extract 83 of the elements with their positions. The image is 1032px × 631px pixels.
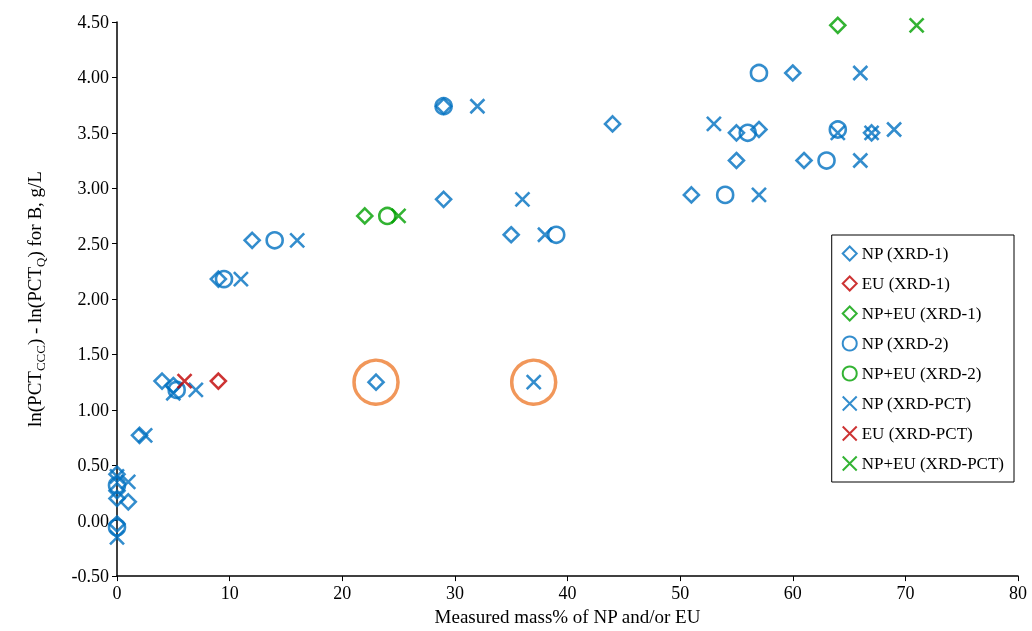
point xyxy=(510,358,558,406)
point xyxy=(727,124,746,142)
y-tick-label: 2.00 xyxy=(77,289,109,310)
x-axis-title: Measured mass% of NP and/or EU xyxy=(434,606,701,627)
point xyxy=(546,225,566,245)
legend-label: NP (XRD-2) xyxy=(861,334,949,353)
y-tick-label: 2.50 xyxy=(77,233,109,254)
y-tick-label: 3.00 xyxy=(77,178,109,199)
point xyxy=(232,270,250,288)
x-tick-label: 70 xyxy=(896,583,915,604)
point xyxy=(130,426,149,445)
point xyxy=(243,231,261,250)
point xyxy=(107,518,127,537)
point xyxy=(187,381,205,399)
point xyxy=(153,372,171,390)
y-tick-label: 0.50 xyxy=(77,455,109,476)
point xyxy=(378,206,397,226)
point xyxy=(108,529,126,546)
point xyxy=(852,152,869,169)
x-tick-label: 50 xyxy=(671,583,690,604)
point xyxy=(352,358,400,406)
legend-label: NP (XRD-1) xyxy=(861,244,949,263)
legend-label: NP+EU (XRD-PCT) xyxy=(861,454,1005,473)
point xyxy=(750,120,768,139)
legend-label: EU (XRD-1) xyxy=(861,274,951,293)
point xyxy=(536,226,554,244)
point xyxy=(682,186,701,204)
point xyxy=(829,16,847,35)
point xyxy=(502,225,520,244)
point xyxy=(795,151,813,170)
point xyxy=(355,207,374,225)
y-tick-label: -0.50 xyxy=(71,566,109,587)
point xyxy=(829,124,847,142)
legend-label: NP+EU (XRD-1) xyxy=(861,304,982,323)
point xyxy=(136,427,154,444)
point xyxy=(817,151,836,170)
legend-label: NP (XRD-PCT) xyxy=(861,394,972,413)
point xyxy=(908,17,925,34)
point xyxy=(885,121,903,138)
point xyxy=(119,493,138,511)
point xyxy=(749,63,769,83)
point xyxy=(715,185,735,205)
point xyxy=(469,97,486,115)
point xyxy=(119,473,137,491)
point xyxy=(390,207,407,225)
point xyxy=(750,186,768,204)
y-tick-label: 1.00 xyxy=(77,399,109,420)
point xyxy=(167,380,186,400)
point xyxy=(209,270,228,288)
x-tick-label: 30 xyxy=(445,583,464,604)
point xyxy=(108,515,126,533)
legend-label: EU (XRD-PCT) xyxy=(861,424,973,443)
point xyxy=(209,372,228,390)
x-tick-label: 20 xyxy=(333,583,352,604)
point xyxy=(288,232,306,249)
point xyxy=(434,190,453,209)
point xyxy=(514,191,531,208)
point xyxy=(214,269,234,289)
x-tick-label: 10 xyxy=(220,583,239,604)
point xyxy=(852,64,869,82)
point xyxy=(738,123,757,143)
x-tick-label: 40 xyxy=(558,583,577,604)
point xyxy=(265,231,284,250)
y-tick-label: 3.50 xyxy=(77,122,109,143)
y-axis-title: ln(PCTCCC) - ln(PCTQ) for B, g/L xyxy=(23,171,48,428)
x-tick-label: 0 xyxy=(112,583,122,604)
legend-label: NP+EU (XRD-2) xyxy=(861,364,982,383)
point xyxy=(705,115,723,133)
point xyxy=(107,475,127,495)
y-tick-label: 0.00 xyxy=(77,510,109,531)
y-tick-label: 4.00 xyxy=(77,67,109,88)
point xyxy=(108,489,126,508)
y-tick-label: 4.50 xyxy=(77,12,109,32)
x-tick-label: 80 xyxy=(1009,583,1027,604)
point xyxy=(783,64,802,82)
x-tick-label: 60 xyxy=(783,583,802,604)
point xyxy=(108,481,126,500)
point xyxy=(165,384,182,402)
y-tick-label: 1.50 xyxy=(77,344,109,365)
point xyxy=(176,372,193,390)
point xyxy=(828,120,848,139)
point xyxy=(727,151,746,170)
point xyxy=(603,115,622,133)
